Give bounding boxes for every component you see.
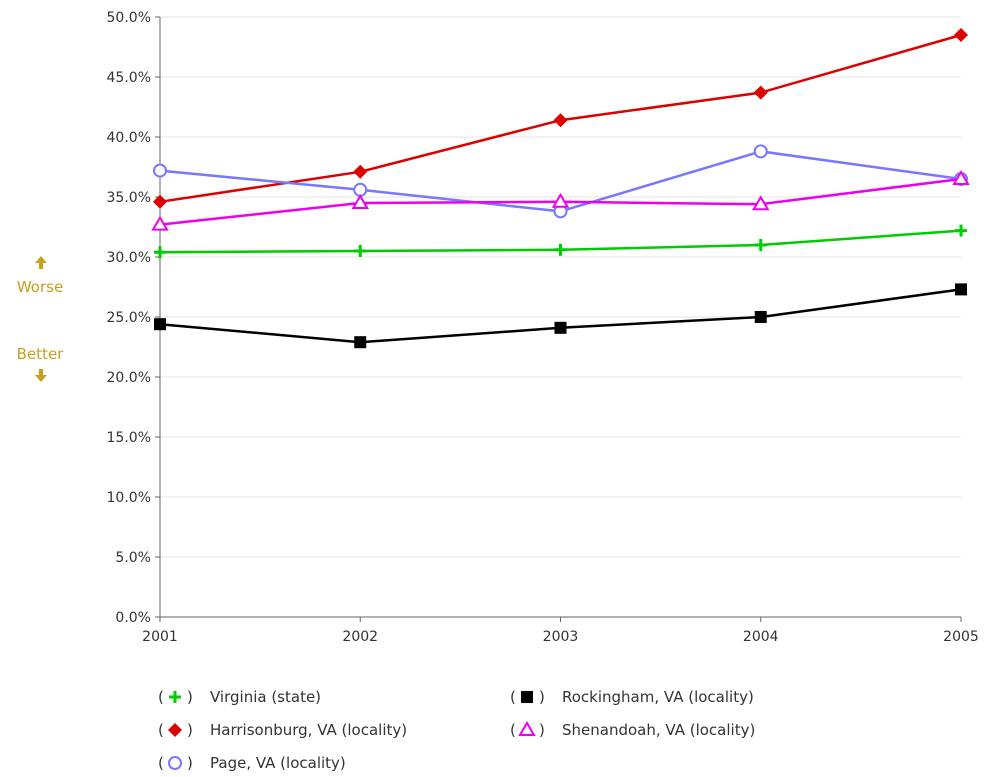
legend-item: () Rockingham, VA (locality) <box>510 688 754 706</box>
arrow-up-stem <box>39 263 43 269</box>
legend-marker-icon <box>521 691 533 703</box>
series-line <box>159 288 962 344</box>
gridlines <box>160 16 961 558</box>
legend-marker-icon <box>168 723 182 737</box>
data-point <box>754 311 767 323</box>
x-tick-label: 2005 <box>943 629 979 645</box>
arrow-down-stem <box>39 369 43 375</box>
data-point <box>354 336 367 349</box>
worse-label: Worse <box>17 278 63 296</box>
legend-marker-icon <box>169 691 181 703</box>
y-tick-label: 25.0% <box>107 310 151 326</box>
legend-paren-open: ( <box>158 754 164 772</box>
x-tick-label: 2001 <box>142 629 178 645</box>
y-tick-label: 30.0% <box>107 250 151 266</box>
data-point <box>153 194 167 209</box>
legend-label: Page, VA (locality) <box>210 754 346 772</box>
data-point <box>955 283 967 296</box>
legend-label: Virginia (state) <box>210 688 321 706</box>
legend-item: () Harrisonburg, VA (locality) <box>158 721 407 739</box>
x-tick-label: 2003 <box>543 629 579 645</box>
legend-paren-open: ( <box>510 721 516 739</box>
data-point <box>952 170 970 185</box>
legend-paren-close: ) <box>539 721 545 739</box>
y-tick-label: 15.0% <box>107 430 151 446</box>
legend-marker-icon <box>168 756 182 770</box>
x-tick-label: 2004 <box>743 629 779 645</box>
data-point <box>955 224 967 237</box>
data-point <box>551 192 570 208</box>
legend-label: Harrisonburg, VA (locality) <box>210 721 407 739</box>
legend-paren-close: ) <box>187 721 193 739</box>
data-point <box>754 239 767 251</box>
data-point <box>954 28 968 42</box>
data-point <box>752 195 770 211</box>
series-1 <box>153 28 968 209</box>
data-point <box>554 321 567 334</box>
legend-label: Rockingham, VA (locality) <box>562 688 754 706</box>
legend-marker-icon <box>518 721 536 736</box>
data-point <box>354 245 367 257</box>
series-4 <box>151 170 970 231</box>
legend-label: Shenandoah, VA (locality) <box>562 721 755 739</box>
data-point <box>753 85 768 100</box>
axes <box>155 16 962 622</box>
x-tick-label: 2002 <box>342 629 378 645</box>
legend-paren-open: ( <box>158 688 164 706</box>
series <box>151 28 970 349</box>
y-tick-label: 0.0% <box>115 610 151 626</box>
data-point <box>154 318 166 331</box>
legend-paren-close: ) <box>187 754 193 772</box>
data-point <box>153 163 167 178</box>
y-tick-label: 20.0% <box>107 370 151 386</box>
legend: () Virginia (state) () Rockingham, VA (loca… <box>158 688 755 772</box>
worse-better-indicator: Worse Better <box>17 256 65 382</box>
series-3 <box>154 283 967 349</box>
arrow-down-icon <box>35 375 47 382</box>
y-tick-label: 5.0% <box>115 550 151 566</box>
data-point <box>753 144 768 159</box>
data-point <box>554 243 567 256</box>
y-tick-label: 10.0% <box>107 490 151 506</box>
data-point <box>154 246 166 259</box>
arrow-up-icon <box>35 256 47 263</box>
y-tick-label: 45.0% <box>107 70 151 86</box>
series-0 <box>154 224 967 259</box>
legend-item: () Virginia (state) <box>158 688 321 706</box>
y-tick-label: 40.0% <box>107 130 151 146</box>
legend-paren-close: ) <box>187 688 193 706</box>
y-tick-label: 50.0% <box>107 10 151 26</box>
legend-item: () Shenandoah, VA (locality) <box>510 721 755 739</box>
legend-item: () Page, VA (locality) <box>158 754 346 772</box>
data-point <box>151 215 169 231</box>
legend-paren-open: ( <box>510 688 516 706</box>
data-point <box>353 164 368 179</box>
tick-labels: 0.0% 5.0% 10.0% 15.0% 20.0% 25.0% 30.0% 35.0% 40… <box>107 10 979 645</box>
data-point <box>553 113 568 128</box>
data-point <box>353 182 368 197</box>
y-tick-label: 35.0% <box>107 190 151 206</box>
legend-paren-open: ( <box>158 721 164 739</box>
better-label: Better <box>17 345 65 363</box>
legend-paren-close: ) <box>539 688 545 706</box>
data-point <box>351 194 369 209</box>
